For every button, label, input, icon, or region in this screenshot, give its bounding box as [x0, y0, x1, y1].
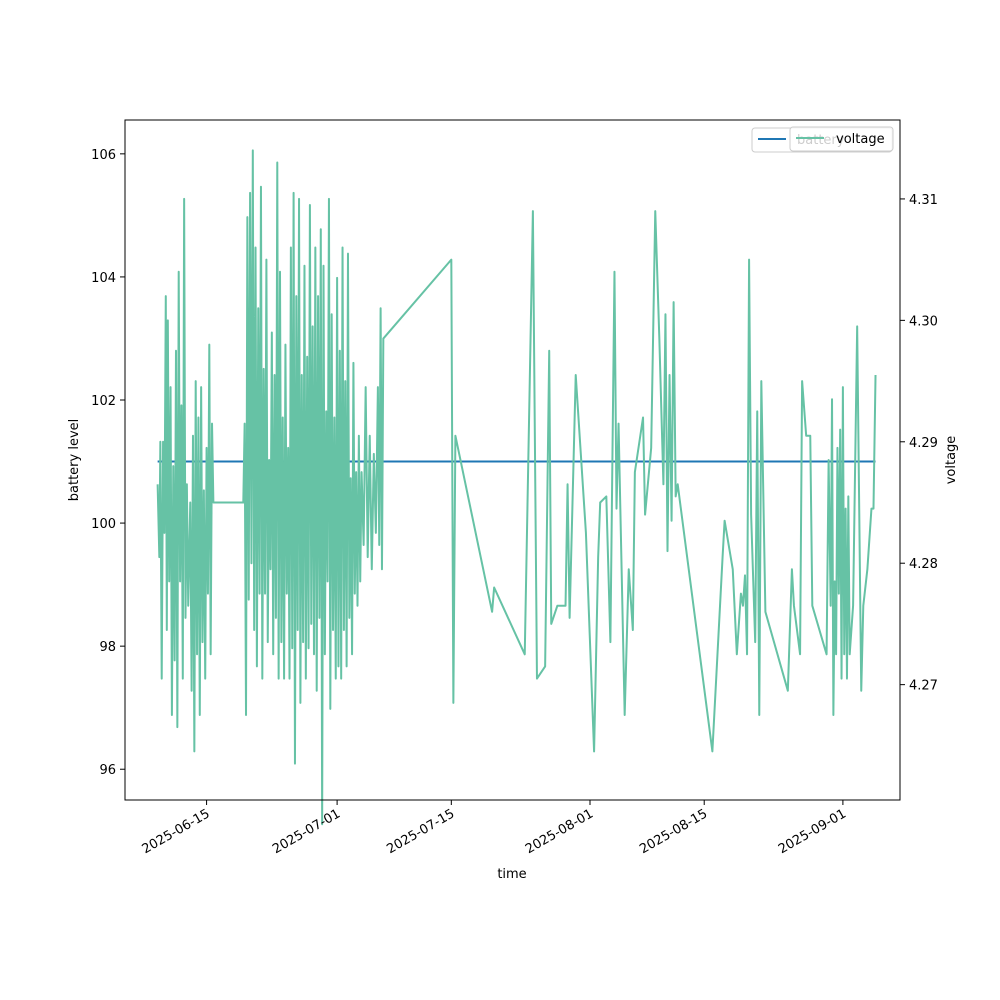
y-left-tick-label: 102 — [91, 394, 116, 409]
y-right-tick-label: 4.28 — [909, 557, 938, 572]
legend-voltage-label: voltage — [836, 132, 885, 147]
y-axis-right-label: voltage — [944, 436, 959, 485]
y-right-tick-label: 4.29 — [909, 436, 938, 451]
y-right-tick-label: 4.27 — [909, 679, 938, 694]
axes-frame — [124, 119, 901, 801]
x-axis-label: time — [497, 867, 526, 882]
y-axis-left-label: battery level — [67, 419, 82, 502]
y-left-tick-label: 98 — [99, 640, 116, 655]
legend-voltage-box — [789, 126, 894, 152]
y-left-tick-label: 96 — [99, 763, 116, 778]
y-axis-left: 96 98 100 102 104 106 — [91, 148, 125, 778]
y-left-tick-label: 104 — [91, 271, 116, 286]
y-left-tick-label: 100 — [91, 517, 116, 532]
y-left-tick-label: 106 — [91, 148, 116, 163]
y-right-tick-label: 4.31 — [909, 193, 938, 208]
y-axis-right: 4.27 4.28 4.29 4.30 4.31 — [900, 193, 938, 694]
y-right-tick-label: 4.30 — [909, 314, 938, 329]
series-voltage-line — [156, 149, 877, 826]
legend-voltage: voltage — [789, 126, 894, 152]
plot-area — [124, 119, 901, 826]
